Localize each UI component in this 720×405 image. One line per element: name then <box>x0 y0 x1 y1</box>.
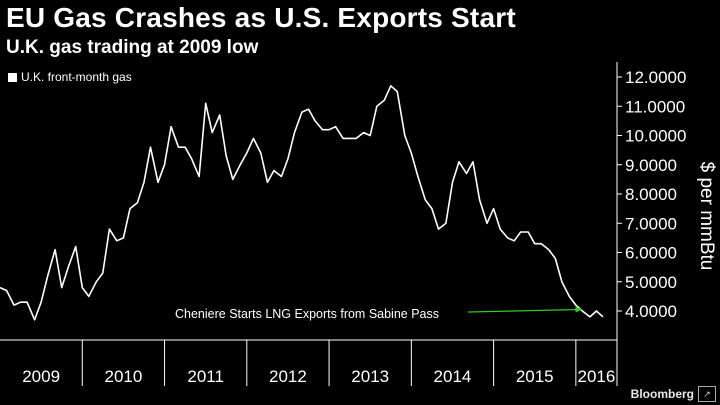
brand-logo: Bloomberg <box>630 387 694 401</box>
x-tick-label: 2012 <box>269 367 307 386</box>
annotation-arrow <box>467 308 580 313</box>
y-tick-label: 10.0000 <box>625 127 686 146</box>
annotation-text: Cheniere Starts LNG Exports from Sabine … <box>175 307 439 321</box>
x-tick-label: 2013 <box>351 367 389 386</box>
y-tick-label: 5.0000 <box>625 273 677 292</box>
chart-title: EU Gas Crashes as U.S. Exports Start <box>6 2 516 33</box>
y-tick-label: 6.0000 <box>625 244 677 263</box>
y-tick-label: 9.0000 <box>625 156 677 175</box>
y-tick-label: 8.0000 <box>625 185 677 204</box>
legend-label: U.K. front-month gas <box>21 70 132 84</box>
legend-swatch <box>8 72 17 82</box>
y-tick-label: 4.0000 <box>625 302 677 321</box>
x-tick-label: 2015 <box>516 367 554 386</box>
annotation-arrowhead <box>575 306 583 313</box>
x-tick-label: 2010 <box>104 367 142 386</box>
x-tick-label: 2016 <box>578 367 616 386</box>
y-axis-label: $ per mmBtu <box>696 161 717 271</box>
x-tick-label: 2014 <box>434 367 472 386</box>
chart-subtitle: U.K. gas trading at 2009 low <box>6 37 259 58</box>
x-tick-label: 2011 <box>187 367 224 386</box>
y-tick-label: 7.0000 <box>625 214 677 233</box>
y-tick-label: 11.0000 <box>625 97 685 116</box>
y-tick-label: 12.0000 <box>625 68 686 87</box>
x-tick-label: 2009 <box>22 367 60 386</box>
series-line <box>0 85 604 321</box>
legend: U.K. front-month gas <box>8 70 132 84</box>
share-icon[interactable]: ↗ <box>698 386 716 402</box>
